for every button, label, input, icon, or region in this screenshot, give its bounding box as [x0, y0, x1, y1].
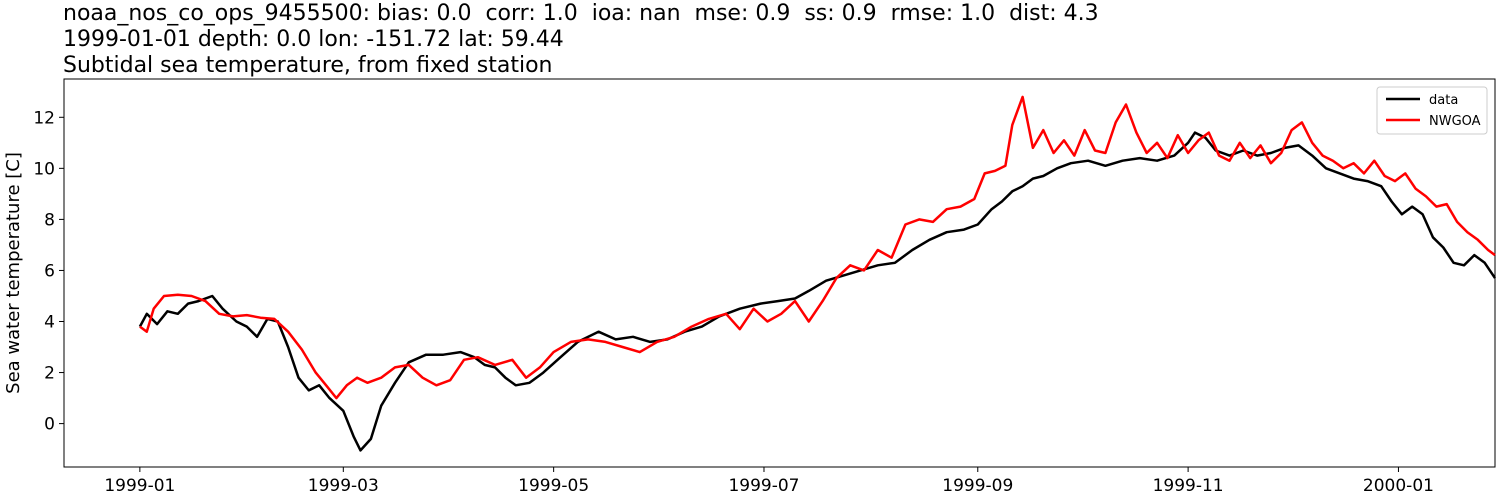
- y-tick-label: 2: [44, 364, 55, 384]
- y-tick-label: 4: [44, 313, 55, 333]
- y-axis-label: Sea water temperature [C]: [3, 152, 24, 394]
- x-tick-label: 1999-01: [104, 476, 175, 496]
- x-tick-label: 1999-05: [518, 476, 589, 496]
- chart-title: noaa_nos_co_ops_9455500: bias: 0.0 corr:…: [63, 1, 1099, 79]
- plot-area: [63, 78, 1496, 468]
- x-tick-label: 1999-11: [1153, 476, 1224, 496]
- legend-label-nwgoa: NWGOA: [1429, 114, 1481, 129]
- title-line-stats: noaa_nos_co_ops_9455500: bias: 0.0 corr:…: [63, 1, 1099, 26]
- axis-layer: 1999-01 1999-03 1999-05 1999-07 1999-09 1999-…: [33, 108, 1434, 496]
- series-layer: [138, 95, 1497, 452]
- x-tick-label: 2000-01: [1363, 476, 1434, 496]
- y-tick-label: 10: [33, 159, 55, 179]
- series-line-data: [138, 131, 1497, 452]
- title-line-description: Subtidal sea temperature, from fixed sta…: [63, 53, 553, 78]
- x-tick-label: 1999-03: [308, 476, 379, 496]
- x-tick-label: 1999-09: [942, 476, 1013, 496]
- title-line-location: 1999-01-01 depth: 0.0 lon: -151.72 lat: …: [63, 27, 564, 52]
- legend-label-data: data: [1429, 93, 1458, 108]
- y-tick-label: 6: [44, 261, 55, 281]
- series-line-nwgoa: [139, 95, 1496, 400]
- y-tick-label: 8: [44, 210, 55, 230]
- x-tick-label: 1999-07: [728, 476, 799, 496]
- legend: data NWGOA: [1376, 86, 1488, 135]
- y-tick-label: 0: [44, 415, 55, 435]
- y-tick-label: 12: [33, 108, 55, 128]
